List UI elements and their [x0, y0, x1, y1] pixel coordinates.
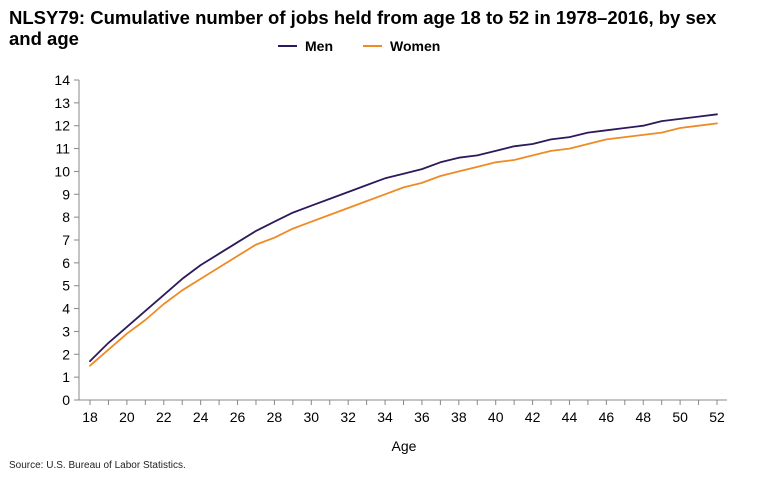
y-tick-label: 4 [62, 301, 70, 317]
x-tick-label: 34 [377, 409, 393, 425]
legend-label-men: Men [305, 38, 333, 54]
x-tick-label: 46 [599, 409, 615, 425]
chart-title: NLSY79: Cumulative number of jobs held f… [9, 7, 717, 49]
series-lines [89, 113, 718, 367]
y-tick-label: 3 [62, 323, 70, 339]
y-tick-label: 0 [62, 392, 70, 408]
series-line-men [89, 113, 718, 363]
legend-item-men: Men [278, 38, 333, 54]
x-tick-label: 18 [82, 409, 98, 425]
y-tick-label: 7 [62, 232, 70, 248]
x-tick-label: 22 [156, 409, 172, 425]
legend-swatch-men [278, 45, 297, 47]
y-tick-label: 5 [62, 278, 70, 294]
legend-item-women: Women [363, 38, 440, 54]
y-tick-label: 8 [62, 209, 70, 225]
y-tick-label: 12 [54, 118, 70, 134]
x-tick-label: 50 [672, 409, 688, 425]
source-note: Source: U.S. Bureau of Labor Statistics. [9, 460, 186, 471]
chart-legend: Men Women [278, 38, 470, 54]
x-axis: 18 20 22 24 26 28 30 32 34 36 38 40 42 44 46 48 50 52 [79, 399, 727, 425]
legend-swatch-women [363, 45, 382, 47]
x-tick-label: 36 [414, 409, 430, 425]
x-tick-label: 38 [451, 409, 467, 425]
x-tick-label: 20 [119, 409, 135, 425]
x-tick-label: 48 [635, 409, 651, 425]
x-tick-label: 30 [304, 409, 320, 425]
y-tick-label: 14 [54, 72, 70, 88]
y-tick-label: 11 [55, 141, 70, 157]
y-tick-label: 6 [62, 255, 70, 271]
x-tick-label: 40 [488, 409, 504, 425]
y-tick-label: 1 [62, 369, 70, 385]
y-tick-label: 13 [54, 95, 70, 111]
y-tick-label: 10 [54, 163, 70, 179]
series-line-women [89, 122, 718, 367]
x-tick-label: 44 [562, 409, 578, 425]
x-tick-label: 26 [230, 409, 246, 425]
legend-label-women: Women [390, 38, 441, 54]
y-tick-label: 9 [62, 186, 70, 202]
x-tick-label: 28 [267, 409, 283, 425]
x-axis-title: Age [392, 438, 417, 454]
x-tick-label: 42 [525, 409, 541, 425]
y-tick-label: 2 [62, 346, 70, 362]
x-tick-label: 32 [340, 409, 356, 425]
x-tick-label: 52 [709, 409, 725, 425]
x-tick-label: 24 [193, 409, 209, 425]
